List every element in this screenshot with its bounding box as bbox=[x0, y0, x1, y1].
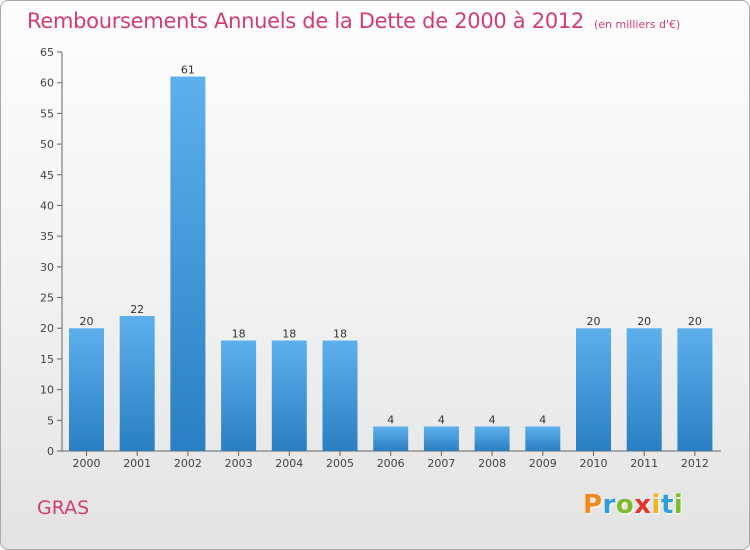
bar bbox=[322, 340, 358, 451]
data-label: 61 bbox=[181, 64, 195, 77]
x-tick-label: 2002 bbox=[174, 457, 202, 470]
x-tick-label: 2008 bbox=[478, 457, 506, 470]
y-tick-label: 20 bbox=[40, 322, 54, 335]
y-tick-label: 40 bbox=[40, 199, 54, 212]
y-tick-label: 10 bbox=[40, 384, 54, 397]
data-label: 22 bbox=[130, 303, 144, 316]
data-label: 4 bbox=[539, 413, 546, 426]
axes: 0 5 10 15 20 25 30 35 40 45 50 55 60 65 2000 2001 2002 20… bbox=[40, 46, 721, 470]
data-label: 20 bbox=[688, 315, 702, 328]
bar bbox=[626, 328, 662, 451]
data-label: 20 bbox=[80, 315, 94, 328]
x-tick-label: 2001 bbox=[123, 457, 151, 470]
y-tick-label: 0 bbox=[47, 445, 54, 458]
value-labels: 20 22 61 18 18 18 4 4 4 4 20 20 20 bbox=[80, 64, 702, 427]
chart-title-text: Remboursements Annuels de la Dette de 20… bbox=[27, 9, 584, 33]
x-tick-label: 2004 bbox=[275, 457, 303, 470]
bar bbox=[677, 328, 713, 451]
x-tick-label: 2006 bbox=[377, 457, 405, 470]
logo-letter: i bbox=[651, 490, 661, 520]
bar bbox=[69, 328, 104, 451]
x-tick-label: 2009 bbox=[529, 457, 557, 470]
bar bbox=[221, 340, 257, 451]
logo-letter: x bbox=[634, 490, 652, 520]
logo-letter: o bbox=[615, 490, 635, 520]
chart-title: Remboursements Annuels de la Dette de 20… bbox=[27, 9, 680, 33]
y-tick-label: 25 bbox=[40, 292, 54, 305]
logo-letter: P bbox=[583, 490, 603, 520]
data-label: 4 bbox=[387, 413, 394, 426]
data-label: 18 bbox=[333, 328, 347, 341]
bar bbox=[423, 426, 459, 451]
bar bbox=[373, 426, 409, 451]
x-tick-label: 2003 bbox=[225, 457, 253, 470]
x-tick-label: 2011 bbox=[630, 457, 658, 470]
bar bbox=[119, 315, 155, 451]
y-tick-label: 35 bbox=[40, 230, 54, 243]
y-tick-label: 30 bbox=[40, 261, 54, 274]
commune-name: GRAS bbox=[37, 497, 90, 519]
logo-letter: t bbox=[660, 490, 674, 520]
x-tick-label: 2010 bbox=[580, 457, 608, 470]
data-label: 4 bbox=[489, 413, 496, 426]
y-tick-label: 45 bbox=[40, 169, 54, 182]
y-tick-label: 5 bbox=[47, 414, 54, 427]
data-label: 18 bbox=[282, 328, 296, 341]
bar bbox=[525, 426, 561, 451]
x-tick-label: 2005 bbox=[326, 457, 354, 470]
data-label: 4 bbox=[438, 413, 445, 426]
bar bbox=[474, 426, 510, 451]
x-tick-label: 2000 bbox=[73, 457, 101, 470]
y-tick-label: 65 bbox=[40, 46, 54, 59]
y-tick-label: 15 bbox=[40, 353, 54, 366]
data-label: 20 bbox=[587, 315, 601, 328]
y-tick-label: 50 bbox=[40, 138, 54, 151]
logo-letter: i bbox=[673, 490, 684, 520]
bars bbox=[69, 76, 713, 452]
data-label: 18 bbox=[232, 328, 246, 341]
chart-unit: (en milliers d'€) bbox=[594, 18, 681, 31]
x-tick-label: 2007 bbox=[427, 457, 455, 470]
data-label: 20 bbox=[637, 315, 651, 328]
y-tick-label: 55 bbox=[40, 107, 54, 120]
bar bbox=[576, 328, 611, 451]
bar bbox=[170, 76, 206, 452]
y-tick-label: 60 bbox=[40, 77, 54, 90]
proxiti-logo: Proxiti bbox=[583, 490, 683, 520]
x-tick-label: 2012 bbox=[681, 457, 709, 470]
bar bbox=[271, 340, 307, 451]
logo-letter: r bbox=[602, 490, 616, 520]
